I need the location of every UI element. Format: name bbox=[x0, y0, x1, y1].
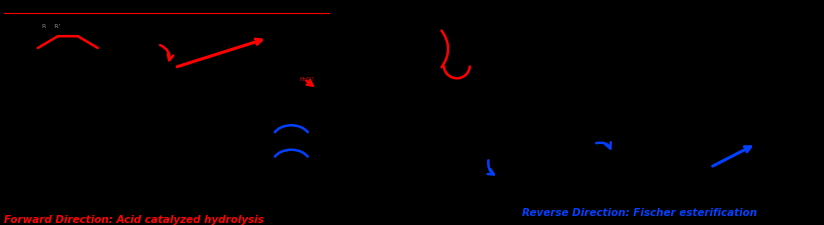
Text: R    R': R R' bbox=[42, 24, 60, 29]
Text: H₃O⁺: H₃O⁺ bbox=[299, 77, 315, 82]
Text: Forward Direction: Acid catalyzed hydrolysis: Forward Direction: Acid catalyzed hydrol… bbox=[4, 214, 264, 224]
Text: Reverse Direction: Fischer esterification: Reverse Direction: Fischer esterificatio… bbox=[522, 207, 757, 217]
